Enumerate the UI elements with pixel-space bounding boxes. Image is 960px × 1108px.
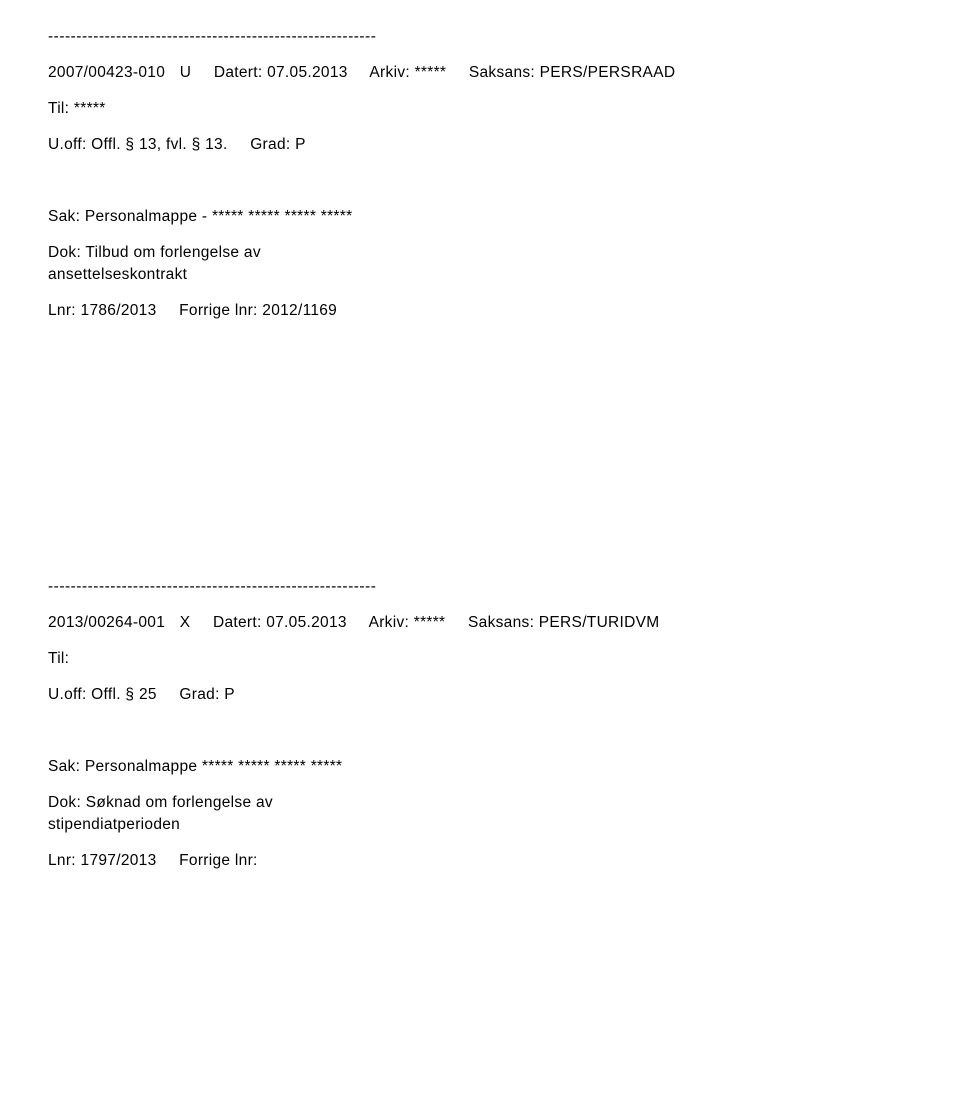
grad-label: Grad: — [179, 686, 219, 703]
uoff-label: U.off: — [48, 686, 87, 703]
sak-value: Personalmappe - ***** ***** ***** ***** — [85, 208, 353, 225]
forrige-label: Forrige lnr: — [179, 302, 258, 319]
til-line: Til: — [48, 650, 912, 668]
datert-label: Datert: — [214, 64, 263, 81]
sak-value: Personalmappe ***** ***** ***** ***** — [85, 758, 343, 775]
record-header: 2007/00423-010 U Datert: 07.05.2013 Arki… — [48, 64, 912, 82]
datert-label: Datert: — [213, 614, 262, 631]
saksans-value: PERS/PERSRAAD — [540, 64, 676, 81]
saksans-label: Saksans: — [469, 64, 535, 81]
lnr-line: Lnr: 1786/2013 Forrige lnr: 2012/1169 — [48, 302, 912, 320]
lnr-label: Lnr: — [48, 852, 76, 869]
uoff-value: Offl. § 13, fvl. § 13. — [91, 136, 227, 153]
uoff-value: Offl. § 25 — [91, 686, 157, 703]
saksans-label: Saksans: — [468, 614, 534, 631]
lnr-label: Lnr: — [48, 302, 76, 319]
arkiv-label: Arkiv: — [369, 64, 410, 81]
dok-value: Tilbud om forlengelse av — [85, 244, 261, 261]
arkiv-value: ***** — [414, 614, 446, 631]
doc-type: X — [180, 614, 191, 631]
datert-value: 07.05.2013 — [267, 64, 348, 81]
dok-value: Søknad om forlengelse av — [86, 794, 273, 811]
sak-label: Sak: — [48, 208, 80, 225]
divider: ----------------------------------------… — [48, 28, 912, 46]
document-page: ----------------------------------------… — [0, 0, 960, 928]
dok-line: Dok: Tilbud om forlengelse av — [48, 244, 912, 262]
lnr-value: 1797/2013 — [81, 852, 157, 869]
dok-label: Dok: — [48, 794, 81, 811]
grad-value: P — [295, 136, 306, 153]
til-label: Til: — [48, 100, 69, 117]
dok-line-2: ansettelseskontrakt — [48, 266, 912, 284]
uoff-line: U.off: Offl. § 25 Grad: P — [48, 686, 912, 704]
grad-value: P — [224, 686, 235, 703]
saksans-value: PERS/TURIDVM — [539, 614, 660, 631]
case-number: 2007/00423-010 — [48, 64, 165, 81]
datert-value: 07.05.2013 — [266, 614, 347, 631]
uoff-label: U.off: — [48, 136, 87, 153]
dok-line-2: stipendiatperioden — [48, 816, 912, 834]
dok-value-2: ansettelseskontrakt — [48, 266, 187, 283]
forrige-value: 2012/1169 — [262, 302, 337, 319]
dok-label: Dok: — [48, 244, 81, 261]
til-value: ***** — [74, 100, 106, 117]
doc-type: U — [180, 64, 192, 81]
arkiv-label: Arkiv: — [369, 614, 410, 631]
til-line: Til: ***** — [48, 100, 912, 118]
til-label: Til: — [48, 650, 69, 667]
case-number: 2013/00264-001 — [48, 614, 165, 631]
sak-line: Sak: Personalmappe ***** ***** ***** ***… — [48, 758, 912, 776]
dok-value-2: stipendiatperioden — [48, 816, 180, 833]
grad-label: Grad: — [250, 136, 290, 153]
uoff-line: U.off: Offl. § 13, fvl. § 13. Grad: P — [48, 136, 912, 154]
divider: ----------------------------------------… — [48, 578, 912, 596]
record-header: 2013/00264-001 X Datert: 07.05.2013 Arki… — [48, 614, 912, 632]
lnr-line: Lnr: 1797/2013 Forrige lnr: — [48, 852, 912, 870]
dok-line: Dok: Søknad om forlengelse av — [48, 794, 912, 812]
arkiv-value: ***** — [415, 64, 447, 81]
lnr-value: 1786/2013 — [81, 302, 157, 319]
sak-line: Sak: Personalmappe - ***** ***** ***** *… — [48, 208, 912, 226]
sak-label: Sak: — [48, 758, 80, 775]
forrige-label: Forrige lnr: — [179, 852, 258, 869]
